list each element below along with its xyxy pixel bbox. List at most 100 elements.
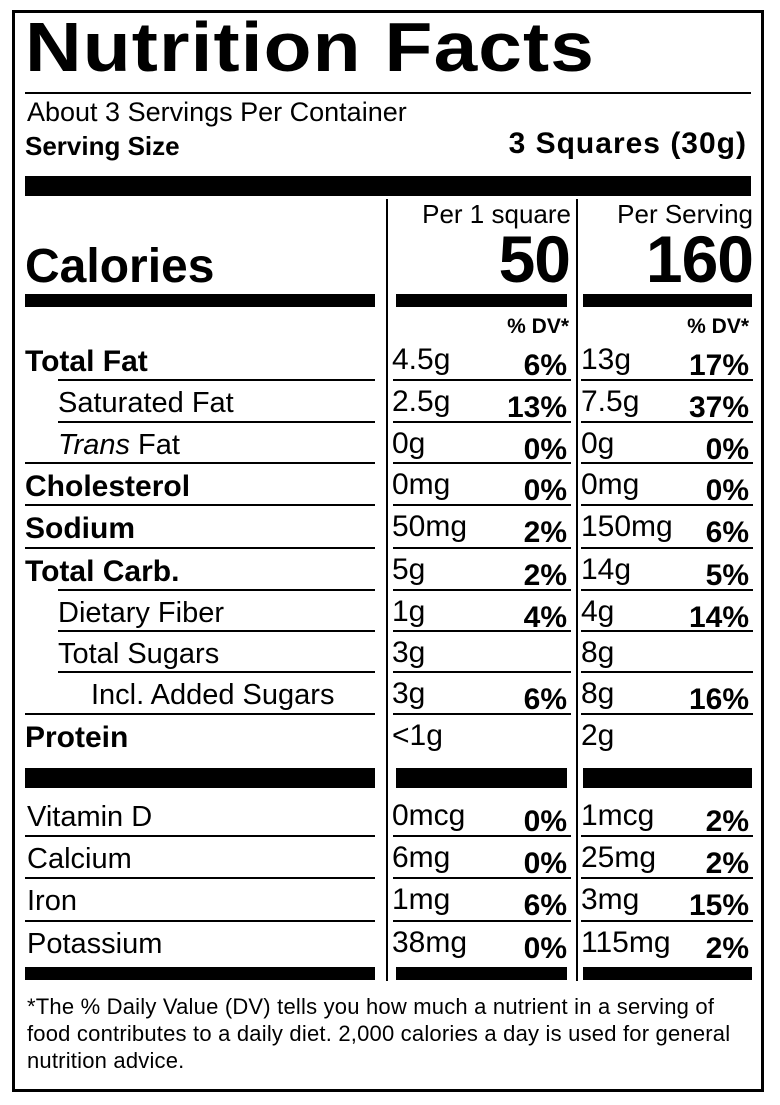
vitamin-name: Iron xyxy=(27,885,77,917)
amount-per-square: 3g xyxy=(392,636,426,669)
dv-per-square: 6% xyxy=(523,683,567,716)
vitamin-dv-per-square: 0% xyxy=(523,932,567,965)
row-rule-mid xyxy=(393,589,571,591)
amount-per-serving: 14g xyxy=(581,553,632,586)
row-rule-left xyxy=(58,671,375,673)
amount-per-serving: 150mg xyxy=(581,510,673,543)
bottom-rule-left xyxy=(25,967,375,980)
row-rule-left xyxy=(58,379,375,381)
row-rule-mid xyxy=(393,630,571,632)
vitamin-rule-left xyxy=(25,877,375,879)
vitamin-dv-per-square: 0% xyxy=(523,805,567,838)
amount-per-serving: 0g xyxy=(581,427,615,460)
vitamin-rule-mid xyxy=(396,768,567,788)
row-rule-left xyxy=(58,630,375,632)
dv-per-serving: 0% xyxy=(705,474,749,507)
thick-rule-top xyxy=(25,176,751,196)
amount-per-square: 5g xyxy=(392,553,426,586)
amount-per-serving: 13g xyxy=(581,343,632,376)
amount-per-square: 0mg xyxy=(392,468,451,501)
row-rule-right xyxy=(581,589,753,591)
row-rule-left xyxy=(25,504,375,506)
amount-per-serving: 7.5g xyxy=(581,385,640,418)
col1-header: Per 1 square xyxy=(422,199,571,229)
dv-per-square: 0% xyxy=(523,433,567,466)
amount-per-square: 2.5g xyxy=(392,385,451,418)
dv-per-serving: 14% xyxy=(688,601,749,634)
calories-label: Calories xyxy=(25,240,215,293)
dv-per-square: 6% xyxy=(523,349,567,382)
vitamin-dv-per-serving: 2% xyxy=(705,932,749,965)
dv-per-serving: 6% xyxy=(705,516,749,549)
amount-per-serving: 8g xyxy=(581,677,615,710)
vitamin-rule-mid xyxy=(393,920,571,922)
dv-per-square: 13% xyxy=(506,391,567,424)
row-rule-left xyxy=(25,462,375,464)
row-rule-left xyxy=(25,713,375,715)
calories-rule-right xyxy=(583,294,752,307)
amount-per-square: <1g xyxy=(392,719,443,752)
vitamin-name: Calcium xyxy=(27,843,132,875)
row-rule-left xyxy=(25,547,375,549)
row-rule-left xyxy=(58,421,375,423)
nutrient-name: Dietary Fiber xyxy=(58,597,224,629)
title-rule xyxy=(25,92,751,94)
vitamin-dv-per-serving: 2% xyxy=(705,805,749,838)
vitamin-name: Vitamin D xyxy=(27,801,153,833)
vitamin-dv-per-serving: 2% xyxy=(705,847,749,880)
dv-header-col1: % DV* xyxy=(507,315,569,338)
vitamin-amount-per-square: 38mg xyxy=(392,926,468,959)
row-rule-mid xyxy=(393,671,571,673)
bottom-rule-mid xyxy=(396,967,567,980)
nutrient-name: Trans Fat xyxy=(58,429,180,462)
row-rule-mid xyxy=(393,421,571,423)
amount-per-square: 50mg xyxy=(392,510,468,543)
vitamin-rule-left xyxy=(25,768,375,788)
amount-per-serving: 8g xyxy=(581,636,615,669)
calories-rule-mid xyxy=(396,294,567,307)
dv-per-square: 2% xyxy=(523,559,567,592)
col2-header: Per Serving xyxy=(617,199,753,229)
amount-per-square: 4.5g xyxy=(392,343,451,376)
row-rule-right xyxy=(581,462,753,464)
dv-per-serving: 17% xyxy=(688,349,749,382)
bottom-rule-right xyxy=(583,967,752,980)
dv-per-square: 0% xyxy=(523,474,567,507)
vitamin-dv-per-square: 0% xyxy=(523,847,567,880)
row-rule-right xyxy=(581,547,753,549)
calories-col2: 160 xyxy=(645,222,754,296)
amount-per-serving: 0mg xyxy=(581,468,640,501)
nutrient-name: Protein xyxy=(25,721,129,754)
amount-per-serving: 2g xyxy=(581,719,615,752)
nutrient-name: Cholesterol xyxy=(25,470,191,503)
nutrient-name: Saturated Fat xyxy=(58,387,234,419)
vitamin-amount-per-square: 6mg xyxy=(392,841,451,874)
amount-per-square: 1g xyxy=(392,595,426,628)
nutrient-name: Total Fat xyxy=(25,345,148,378)
vitamin-amount-per-serving: 1mcg xyxy=(581,799,655,832)
vitamin-rule-right xyxy=(581,920,753,922)
servings-per-container: About 3 Servings Per Container xyxy=(27,97,407,127)
dv-header-col2: % DV* xyxy=(687,315,749,338)
column-divider-2 xyxy=(576,199,578,981)
dv-per-serving: 37% xyxy=(688,391,749,424)
vitamin-rule-left xyxy=(25,920,375,922)
vitamin-amount-per-serving: 115mg xyxy=(581,926,671,959)
row-rule-left xyxy=(58,589,375,591)
row-rule-right xyxy=(581,421,753,423)
nutrient-name: Incl. Added Sugars xyxy=(91,679,335,711)
row-rule-mid xyxy=(393,504,571,506)
dv-per-serving: 16% xyxy=(688,683,749,716)
row-rule-right xyxy=(581,630,753,632)
panel-title: Nutrition Facts xyxy=(25,8,595,86)
vitamin-amount-per-square: 0mcg xyxy=(392,799,466,832)
calories-rule-left xyxy=(25,294,375,307)
dv-per-serving: 0% xyxy=(705,433,749,466)
serving-size-value: 3 Squares (30g) xyxy=(508,127,747,160)
row-rule-right xyxy=(581,671,753,673)
calories-col1: 50 xyxy=(498,222,571,296)
nutrition-facts-panel: Nutrition Facts About 3 Servings Per Con… xyxy=(12,8,764,1092)
row-rule-right xyxy=(581,504,753,506)
nutrient-name: Total Carb. xyxy=(25,555,180,588)
row-rule-mid xyxy=(393,379,571,381)
